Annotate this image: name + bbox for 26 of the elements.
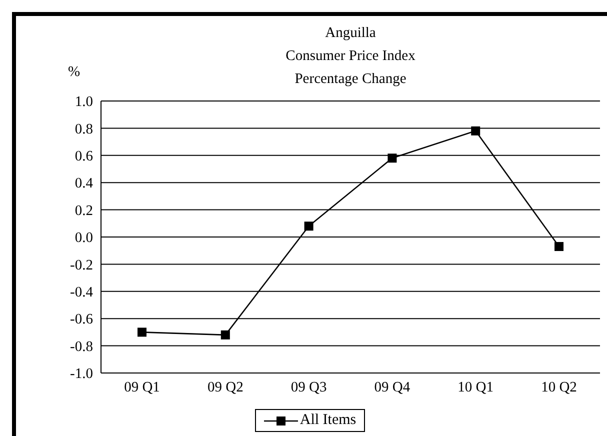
x-tick-label: 09 Q1	[124, 379, 160, 396]
point	[471, 126, 480, 136]
y-tick-label: -0.4	[70, 284, 94, 301]
x-tick-label: 09 Q3	[290, 379, 327, 396]
point	[554, 242, 564, 252]
point	[388, 154, 397, 163]
x-tick-label: 09 Q2	[207, 379, 244, 396]
y-tick-label: 1.0	[74, 94, 93, 110]
y-tick-label: -0.2	[70, 257, 93, 274]
y-tick-label: -0.8	[70, 338, 93, 355]
x-tick-label: 09 Q4	[374, 379, 411, 396]
point	[220, 330, 230, 340]
y-tick-label: 0.0	[74, 230, 93, 246]
x-tick-label: 10 Q1	[458, 379, 494, 396]
legend-label: All Items	[300, 412, 356, 429]
y-tick-label: 0.8	[74, 121, 93, 138]
point	[304, 222, 314, 231]
y-axis-title: %	[68, 64, 80, 81]
point	[138, 328, 146, 337]
x-tick-label: 10 Q2	[541, 379, 577, 396]
y-tick-label: 0.6	[74, 148, 93, 165]
chart-title: Anguilla Consumer Price Index Percentage Change	[284, 24, 416, 89]
y-tick-label: 0.2	[74, 202, 93, 219]
y-tick-label: -1.0	[70, 366, 93, 382]
y-tick-label: -0.6	[70, 312, 93, 328]
y-tick-label: 0.4	[74, 176, 94, 192]
